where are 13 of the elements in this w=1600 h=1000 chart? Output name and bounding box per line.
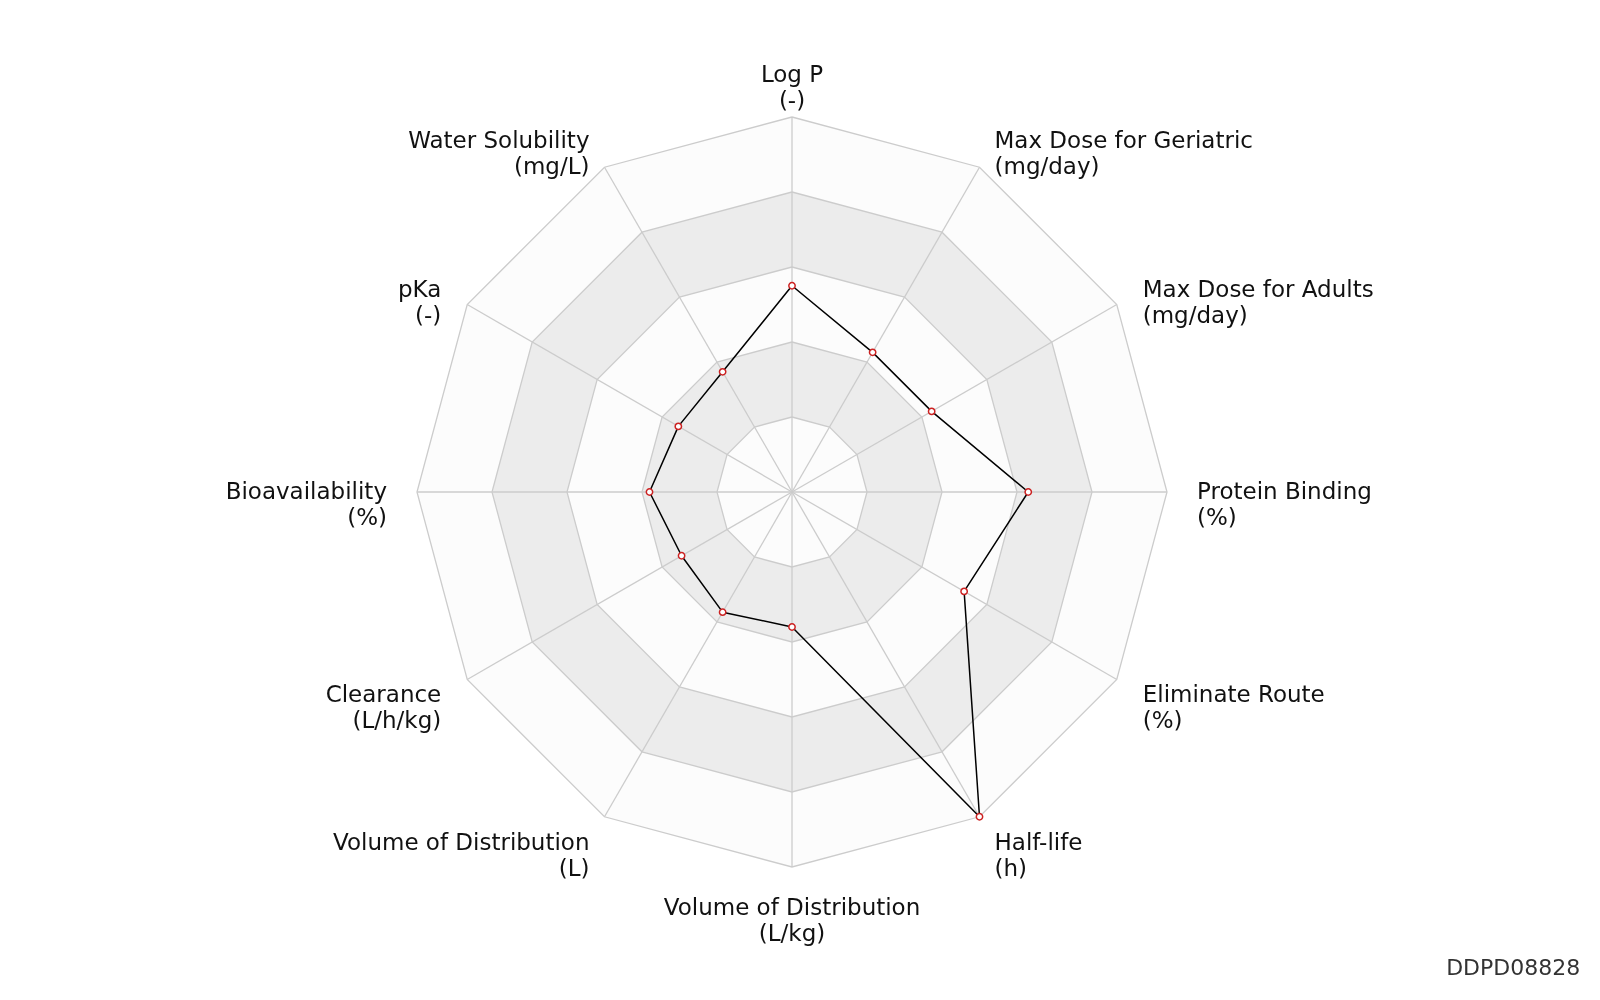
spoke-label: Log P (-) bbox=[760, 61, 824, 113]
spoke-label: Max Dose for Adults (mg/day) bbox=[1142, 275, 1374, 328]
spoke-label: Volume of Distribution (L/kg) bbox=[663, 894, 921, 946]
spoke-label: Protein Binding (%) bbox=[1197, 478, 1372, 530]
spoke-label: Half-life (h) bbox=[994, 828, 1083, 881]
spoke-label: pKa (-) bbox=[397, 275, 442, 328]
text: DDPD08828 bbox=[1446, 955, 1581, 981]
spoke-label: Bioavailability (%) bbox=[225, 478, 387, 530]
spoke-label: Max Dose for Geriatric (mg/day) bbox=[994, 127, 1253, 180]
spoke-label: Volume of Distribution (L) bbox=[332, 828, 590, 881]
spoke-label: Clearance (L/h/kg) bbox=[325, 680, 442, 733]
spoke-label: Eliminate Route (%) bbox=[1142, 680, 1325, 733]
spoke-label: Water Solubility (mg/L) bbox=[408, 127, 590, 180]
